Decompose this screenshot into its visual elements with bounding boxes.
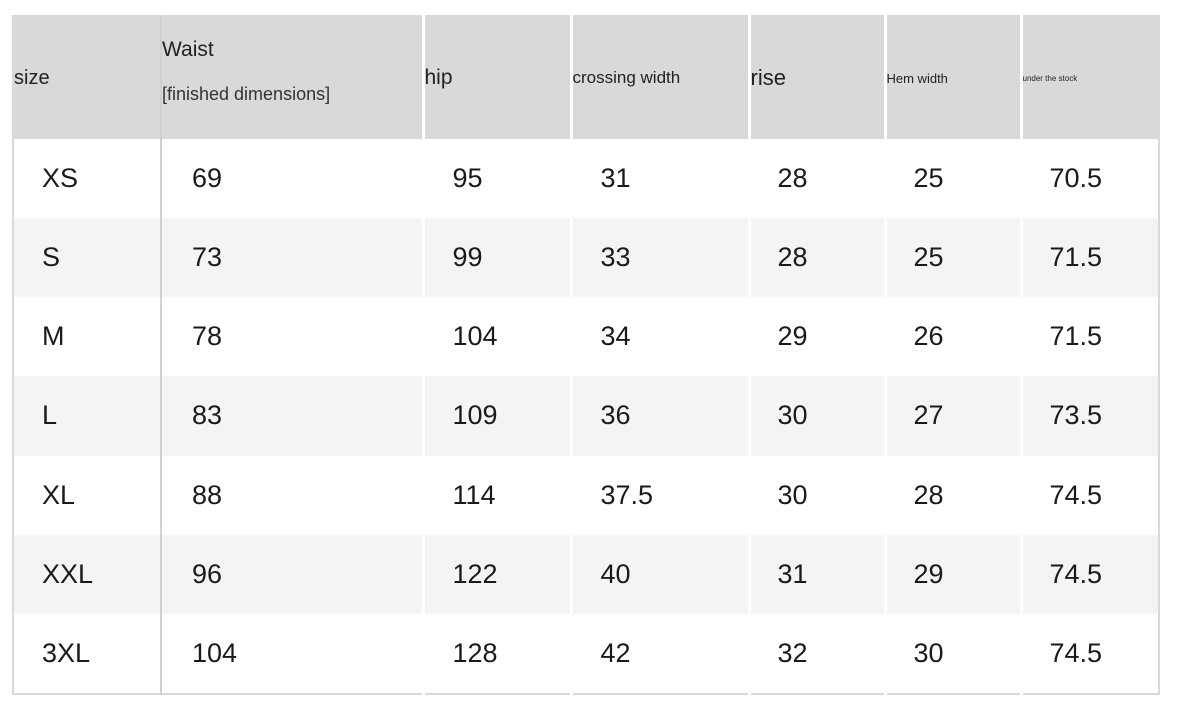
header-crossing-width: crossing width — [571, 16, 751, 139]
under-the-stock-cell: 74.5 — [1021, 534, 1159, 614]
under-the-stock-cell: 71.5 — [1021, 297, 1159, 377]
waist-cell: 78 — [161, 297, 425, 377]
crossing-width-cell: 34 — [571, 297, 751, 377]
under-the-stock-cell: 73.5 — [1021, 376, 1159, 456]
header-under-the-stock: under the stock — [1021, 16, 1159, 139]
hem-width-cell: 30 — [885, 613, 1023, 694]
hip-cell: 99 — [423, 218, 573, 298]
hem-width-cell: 26 — [885, 297, 1023, 377]
table-row: 3XL 104 128 42 32 30 74.5 — [13, 613, 1159, 694]
table-row: L 83 109 36 30 27 73.5 — [13, 376, 1159, 456]
header-hem-width: Hem width — [885, 16, 1023, 139]
size-cell: L — [13, 376, 162, 456]
crossing-width-cell: 37.5 — [571, 455, 751, 535]
header-size: size — [13, 16, 162, 139]
crossing-width-cell: 31 — [571, 139, 751, 219]
under-the-stock-cell: 74.5 — [1021, 455, 1159, 535]
rise-cell: 28 — [749, 218, 887, 298]
header-hip: hip — [423, 16, 573, 139]
header-waist-subtitle: [finished dimensions] — [162, 83, 331, 104]
crossing-width-cell: 36 — [571, 376, 751, 456]
table-row: XXL 96 122 40 31 29 74.5 — [13, 534, 1159, 614]
rise-cell: 30 — [749, 455, 887, 535]
under-the-stock-cell: 74.5 — [1021, 613, 1159, 694]
hip-cell: 122 — [423, 534, 573, 614]
rise-cell: 28 — [749, 139, 887, 219]
size-cell: XL — [13, 455, 162, 535]
hem-width-cell: 25 — [885, 218, 1023, 298]
crossing-width-cell: 33 — [571, 218, 751, 298]
header-waist-title: Waist — [162, 37, 214, 61]
hip-cell: 95 — [423, 139, 573, 219]
size-chart-table: size Waist [finished dimensions] hip cro… — [12, 15, 1160, 695]
hem-width-cell: 25 — [885, 139, 1023, 219]
crossing-width-cell: 40 — [571, 534, 751, 614]
size-cell: XS — [13, 139, 162, 219]
header-waist: Waist [finished dimensions] — [161, 16, 425, 139]
hip-cell: 109 — [423, 376, 573, 456]
waist-cell: 73 — [161, 218, 425, 298]
size-cell: XXL — [13, 534, 162, 614]
size-cell: M — [13, 297, 162, 377]
under-the-stock-cell: 71.5 — [1021, 218, 1159, 298]
size-cell: S — [13, 218, 162, 298]
table-row: S 73 99 33 28 25 71.5 — [13, 218, 1159, 298]
rise-cell: 30 — [749, 376, 887, 456]
waist-cell: 104 — [161, 613, 425, 694]
hip-cell: 104 — [423, 297, 573, 377]
hem-width-cell: 29 — [885, 534, 1023, 614]
header-rise: rise — [749, 16, 887, 139]
waist-cell: 83 — [161, 376, 425, 456]
rise-cell: 31 — [749, 534, 887, 614]
table-row: XL 88 114 37.5 30 28 74.5 — [13, 455, 1159, 535]
size-cell: 3XL — [13, 613, 162, 694]
table-body: XS 69 95 31 28 25 70.5 S 73 99 33 28 25 … — [13, 139, 1159, 694]
hip-cell: 128 — [423, 613, 573, 694]
waist-cell: 69 — [161, 139, 425, 219]
table-row: XS 69 95 31 28 25 70.5 — [13, 139, 1159, 219]
header-row: size Waist [finished dimensions] hip cro… — [13, 16, 1159, 139]
table-header: size Waist [finished dimensions] hip cro… — [13, 16, 1159, 139]
hem-width-cell: 28 — [885, 455, 1023, 535]
crossing-width-cell: 42 — [571, 613, 751, 694]
under-the-stock-cell: 70.5 — [1021, 139, 1159, 219]
waist-cell: 96 — [161, 534, 425, 614]
waist-cell: 88 — [161, 455, 425, 535]
rise-cell: 32 — [749, 613, 887, 694]
hem-width-cell: 27 — [885, 376, 1023, 456]
table-row: M 78 104 34 29 26 71.5 — [13, 297, 1159, 377]
rise-cell: 29 — [749, 297, 887, 377]
hip-cell: 114 — [423, 455, 573, 535]
